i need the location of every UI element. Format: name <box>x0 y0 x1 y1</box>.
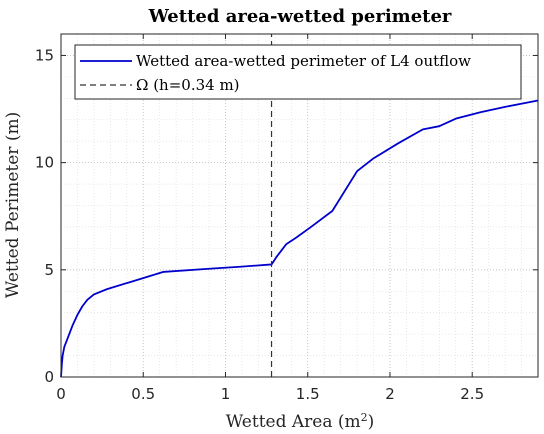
y-tick-label: 0 <box>44 368 54 386</box>
x-tick-label: 1 <box>221 385 231 403</box>
y-axis-label: Wetted Perimeter (m) <box>3 112 23 298</box>
legend-label-series-1: Wetted area-wetted perimeter of L4 outfl… <box>136 52 471 70</box>
x-axis-label-close: ) <box>368 412 375 432</box>
y-tick-label: 10 <box>35 154 54 172</box>
y-tick-label: 5 <box>44 261 54 279</box>
x-tick-label: 2 <box>385 385 395 403</box>
x-tick-label: 0.5 <box>131 385 155 403</box>
legend-label-series-2: Ω (h=0.34 m) <box>136 76 240 94</box>
series-line-1 <box>60 99 539 378</box>
y-tick-label: 15 <box>35 46 54 64</box>
ticks: 0 0.5 1 1.5 2 2.5 0 5 10 15 <box>35 34 538 403</box>
legend: Wetted area-wetted perimeter of L4 outfl… <box>74 44 522 100</box>
x-tick-label: 0 <box>56 385 66 403</box>
x-axis-label-main: Wetted Area (m <box>226 412 361 432</box>
x-axis-label: Wetted Area (m2) <box>226 411 375 433</box>
legend-box <box>74 44 522 100</box>
plot-frame <box>60 33 539 378</box>
chart-title: Wetted area-wetted perimeter <box>148 6 452 27</box>
x-tick-label: 1.5 <box>296 385 320 403</box>
x-axis-label-sup: 2 <box>361 411 368 424</box>
x-tick-label: 2.5 <box>460 385 484 403</box>
